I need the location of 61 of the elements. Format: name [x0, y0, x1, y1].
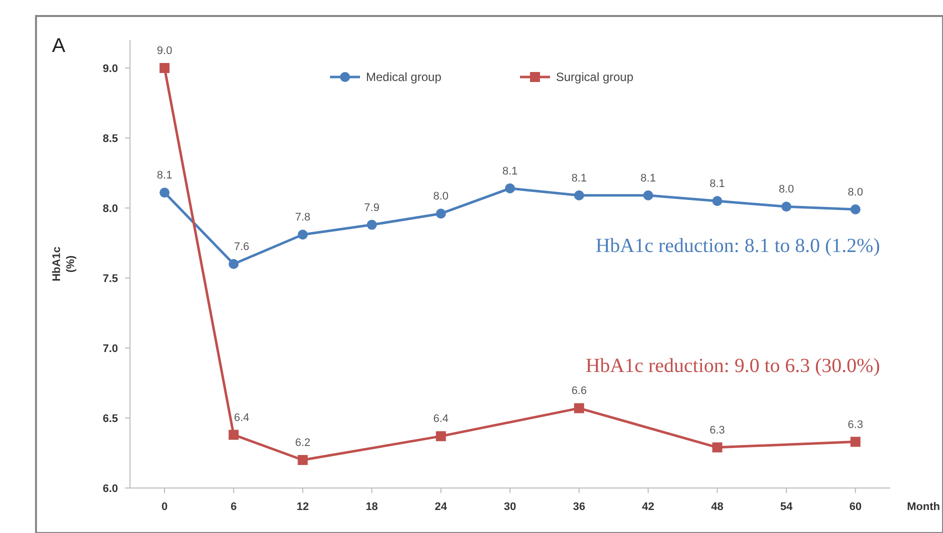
y-tick-label: 6.5 — [102, 413, 118, 425]
y-tick-label: 7.5 — [102, 273, 118, 285]
x-tick-label: 42 — [642, 501, 654, 513]
point — [781, 202, 792, 212]
point — [574, 190, 584, 200]
x-tick-label: 48 — [711, 501, 724, 513]
x-tick-label: 30 — [504, 501, 516, 513]
data-label: 8.0 — [433, 190, 449, 203]
data-label: 6.2 — [295, 437, 310, 449]
x-tick-label: 36 — [572, 501, 586, 513]
data-label: 7.6 — [234, 241, 250, 253]
y-tick-label: 9.0 — [102, 63, 118, 75]
y-tick-label: 6.0 — [102, 483, 118, 495]
x-tick-label: 0 — [161, 501, 168, 513]
y-tick-label: 7.0 — [102, 343, 118, 355]
point — [366, 220, 377, 230]
data-label: 6.4 — [433, 413, 449, 426]
point — [228, 430, 239, 440]
point — [505, 183, 515, 194]
point — [436, 208, 446, 219]
data-label: 6.3 — [710, 424, 725, 436]
x-tick-label: 54 — [780, 501, 794, 513]
data-label: 8.1 — [640, 172, 656, 184]
point — [160, 188, 170, 198]
point — [436, 431, 446, 442]
y-axis-title: HbA1c (%) — [51, 246, 77, 282]
point — [574, 403, 584, 414]
x-tick-label: 12 — [296, 501, 309, 513]
point — [298, 455, 308, 465]
y-tick-label: 8.5 — [102, 133, 118, 145]
data-label: 8.1 — [502, 165, 518, 178]
y-tick-label: 8.0 — [102, 203, 118, 215]
x-tick-label: 24 — [434, 501, 448, 513]
x-axis-title: Month — [907, 501, 940, 513]
annotation: HbA1c reduction: 8.1 to 8.0 (1.2%) — [596, 235, 880, 257]
data-label: 8.1 — [710, 178, 725, 190]
x-tick-label: 18 — [366, 501, 378, 513]
point — [850, 436, 860, 447]
data-label: 8.1 — [571, 172, 587, 184]
data-label: 6.6 — [571, 385, 587, 398]
data-label: 6.3 — [848, 418, 864, 431]
data-label: 7.8 — [295, 212, 310, 224]
point — [643, 190, 654, 200]
point — [160, 63, 170, 73]
text: A — [52, 35, 66, 57]
data-label: 9.0 — [156, 45, 172, 57]
x-tick-label: 6 — [230, 501, 237, 513]
point — [712, 196, 722, 206]
point — [228, 259, 239, 269]
point — [298, 230, 308, 240]
point — [712, 442, 722, 452]
data-label: 8.0 — [778, 184, 794, 196]
data-label: 6.4 — [234, 412, 250, 424]
legend-label: Surgical group — [556, 70, 634, 84]
annotation: HbA1c reduction: 9.0 to 6.3 (30.0%) — [586, 355, 880, 377]
data-label: 8.0 — [848, 186, 864, 198]
data-label: 8.1 — [156, 170, 172, 182]
x-tick-label: 60 — [849, 501, 862, 513]
legend-label: Medical group — [366, 70, 442, 84]
point — [850, 204, 860, 214]
data-label: 7.9 — [364, 202, 380, 214]
